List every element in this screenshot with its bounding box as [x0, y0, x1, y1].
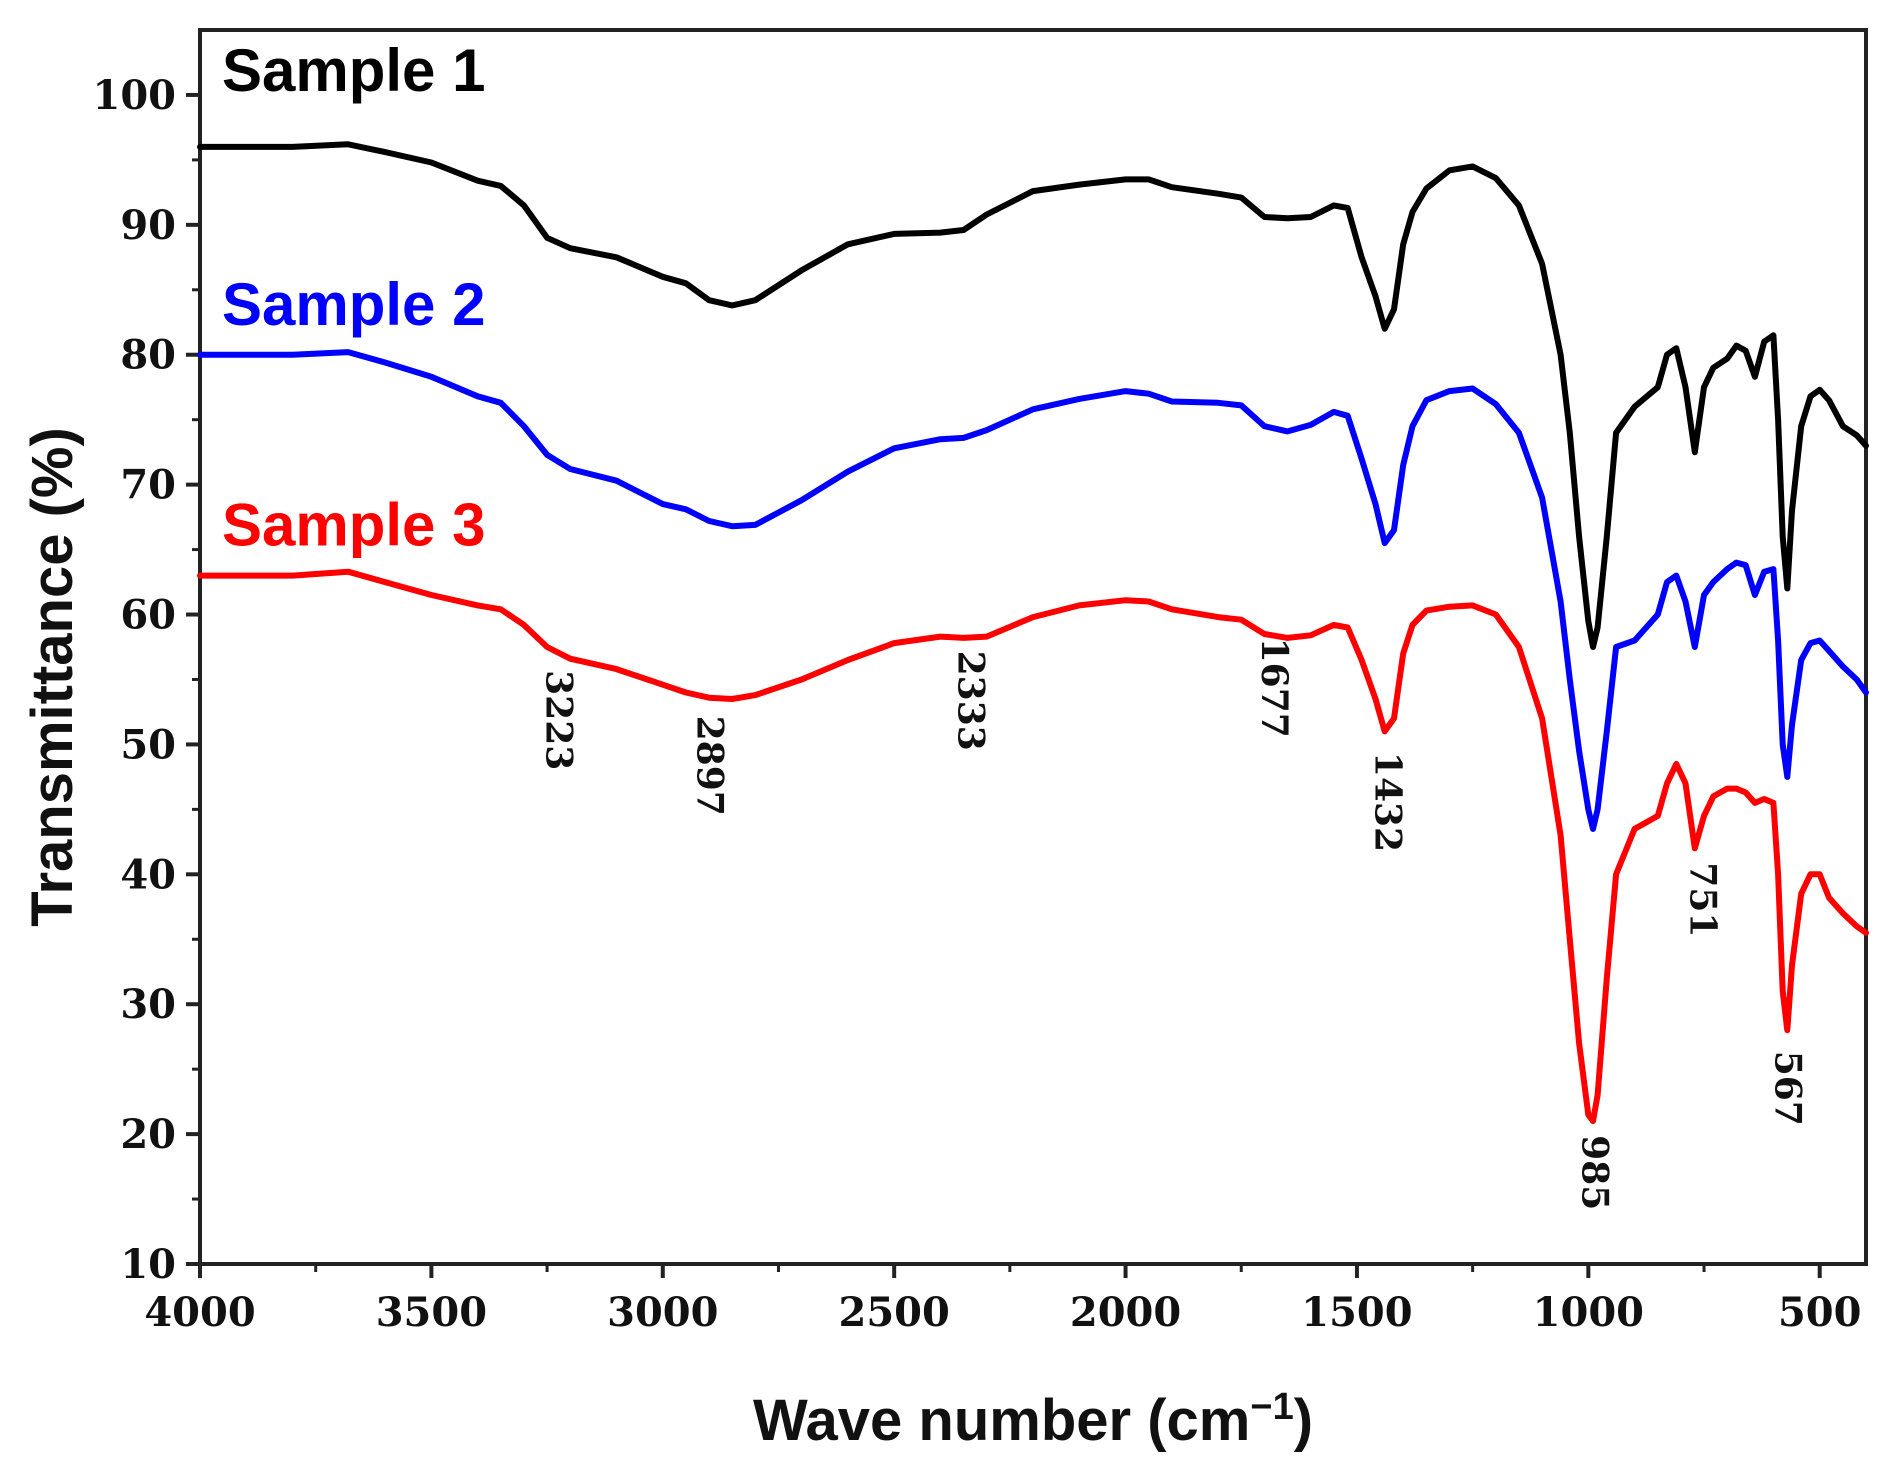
legend-label-sample-1: Sample 1	[222, 37, 485, 104]
y-tick-label: 10	[120, 1241, 176, 1288]
series-line-sample-2	[197, 349, 1869, 832]
peak-annotations: 3223 2897 2333 1677 1432 985 751 567	[538, 638, 1809, 1211]
x-tick-label: 1000	[1533, 1289, 1644, 1336]
y-tick-label: 50	[120, 721, 176, 768]
peak-label: 2897	[688, 716, 730, 816]
legend-label-sample-2: Sample 2	[222, 271, 485, 338]
x-tick-label: 2000	[1070, 1289, 1181, 1336]
x-tick-label: 4000	[144, 1289, 255, 1336]
series-line-sample-1	[197, 141, 1869, 650]
axis-titles: Wave number (cm−1) Transmittance (%)	[20, 427, 1313, 1453]
peak-label: 2333	[950, 651, 992, 751]
y-tick-label: 70	[120, 462, 176, 509]
series-line-sample-3	[197, 568, 1869, 1125]
x-axis-title-main: Wave number (cm	[753, 1388, 1250, 1453]
x-tick-label: 1500	[1301, 1289, 1412, 1336]
legend-label-sample-3: Sample 3	[222, 492, 485, 559]
peak-label: 985	[1573, 1135, 1615, 1210]
y-tick-label: 20	[120, 1111, 176, 1158]
y-tick-label: 80	[120, 332, 176, 379]
peak-label: 3223	[538, 670, 580, 770]
x-tick-label: 3000	[607, 1289, 718, 1336]
y-axis-title: Transmittance (%)	[20, 427, 85, 927]
y-tick-label: 90	[120, 202, 176, 249]
y-tick-label: 100	[93, 72, 177, 119]
x-axis-title-superscript: −1	[1250, 1386, 1293, 1428]
plot-frame	[198, 28, 1868, 1266]
peak-label: 1432	[1366, 752, 1408, 852]
x-axis-title-close: )	[1294, 1388, 1313, 1453]
y-axis-ticks: 10 20 30 40 50 60 70 80 90 100	[93, 72, 200, 1288]
peak-label: 567	[1767, 1051, 1809, 1126]
x-tick-label: 3500	[376, 1289, 487, 1336]
y-tick-label: 40	[120, 851, 176, 898]
x-axis-title: Wave number (cm−1)	[753, 1386, 1313, 1453]
x-tick-label: 2500	[839, 1289, 950, 1336]
axes	[198, 28, 1868, 1266]
peak-label: 1677	[1253, 638, 1295, 738]
series-layer	[197, 141, 1869, 1125]
legend: Sample 1 Sample 2 Sample 3	[222, 37, 485, 559]
y-tick-label: 60	[120, 592, 176, 639]
peak-label: 751	[1682, 862, 1724, 937]
x-tick-label: 500	[1778, 1289, 1862, 1336]
y-tick-label: 30	[120, 981, 176, 1028]
x-axis-ticks: 4000 3500 3000 2500 2000 1500 1000 500	[144, 1264, 1861, 1336]
